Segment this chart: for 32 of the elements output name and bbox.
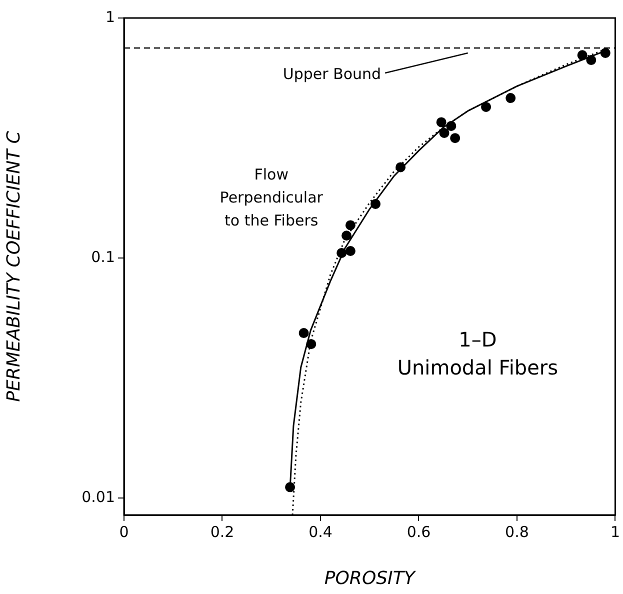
point [481,102,492,112]
point [436,117,446,128]
x-tick-label: 0 [119,522,129,541]
x-axis-title: POROSITY [324,568,417,589]
x-tick-label: 1 [610,522,620,541]
x-tick-label: 0.2 [210,522,234,541]
point [345,246,356,256]
point [285,482,296,492]
annotation: 1–D Unimodal Fibers [397,327,558,380]
point [439,128,450,138]
point [298,328,309,338]
point [586,55,596,66]
point [342,230,352,241]
point [446,120,456,131]
point [577,50,588,60]
ref-line-label: Upper Bound [282,64,382,83]
point [506,93,516,104]
y-tick-label: 0.1 [91,248,115,266]
point [370,198,381,209]
point [336,248,347,258]
x-tick-label: 0.4 [308,522,332,541]
point [306,339,316,350]
point [600,48,610,58]
y-axis-title: PERMEABILITY COEFFICIENT C [3,130,24,402]
point [450,133,460,144]
y-tick-label: 1 [105,8,115,26]
point [345,220,356,230]
x-tick-label: 0.8 [505,522,529,541]
annotation: Flow Perpendicular to the Fibers [220,166,324,230]
point [396,162,406,172]
y-tick-label: 0.01 [82,488,115,506]
x-tick-label: 0.6 [406,522,431,541]
